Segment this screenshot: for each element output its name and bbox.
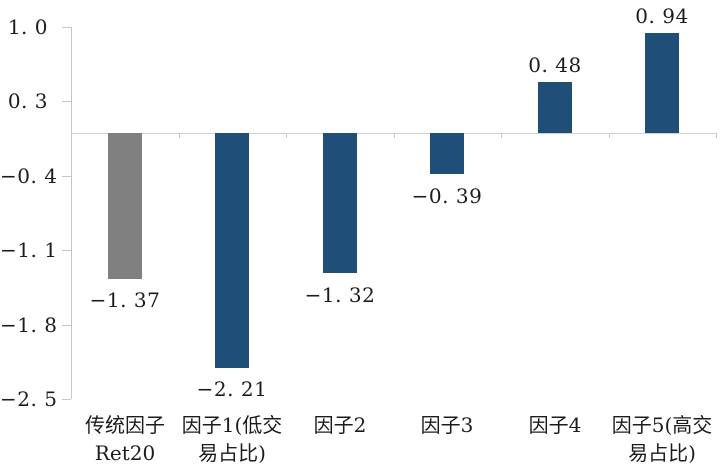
x-tick-2 — [286, 133, 287, 138]
y-tick-label-4: −1. 1 — [0, 238, 58, 262]
zero-baseline — [71, 133, 716, 134]
category-label-1: 传统因子 Ret20 — [85, 413, 165, 465]
y-tick-5 — [62, 325, 71, 326]
category-label-3: 因子2 — [313, 413, 367, 437]
category-label-5: 因子4 — [528, 413, 582, 437]
bar-value-label-4: −0. 39 — [411, 184, 483, 208]
bar-value-label-2: −2. 21 — [196, 377, 268, 401]
y-tick-2 — [62, 101, 71, 102]
bar-1 — [108, 133, 142, 279]
y-tick-label-1: 1. 0 — [7, 15, 48, 39]
y-tick-label-5: −1. 8 — [0, 313, 58, 337]
bar-value-label-5: 0. 48 — [528, 53, 582, 77]
y-tick-6 — [62, 399, 71, 400]
y-tick-4 — [62, 250, 71, 251]
category-label-6: 因子5(高交 易占比) — [611, 413, 713, 465]
y-axis-line — [71, 27, 72, 399]
bar-value-label-6: 0. 94 — [635, 4, 689, 28]
y-tick-1 — [62, 27, 71, 28]
bar-2 — [215, 133, 249, 368]
x-tick-4 — [501, 133, 502, 138]
bar-6 — [645, 33, 679, 133]
category-label-2: 因子1(低交 易占比) — [181, 413, 283, 465]
y-tick-label-3: −0. 4 — [0, 164, 58, 188]
y-tick-3 — [62, 176, 71, 177]
bar-4 — [430, 133, 464, 174]
bar-value-label-1: −1. 37 — [89, 288, 161, 312]
x-tick-5 — [609, 133, 610, 138]
x-tick-6 — [716, 133, 717, 138]
bar-5 — [538, 82, 572, 133]
x-tick-1 — [179, 133, 180, 138]
bar-3 — [323, 133, 357, 273]
y-tick-label-2: 0. 3 — [7, 89, 48, 113]
y-tick-label-6: −2. 5 — [0, 387, 58, 411]
category-label-4: 因子3 — [420, 413, 474, 437]
x-tick-3 — [394, 133, 395, 138]
bar-value-label-3: −1. 32 — [304, 283, 376, 307]
